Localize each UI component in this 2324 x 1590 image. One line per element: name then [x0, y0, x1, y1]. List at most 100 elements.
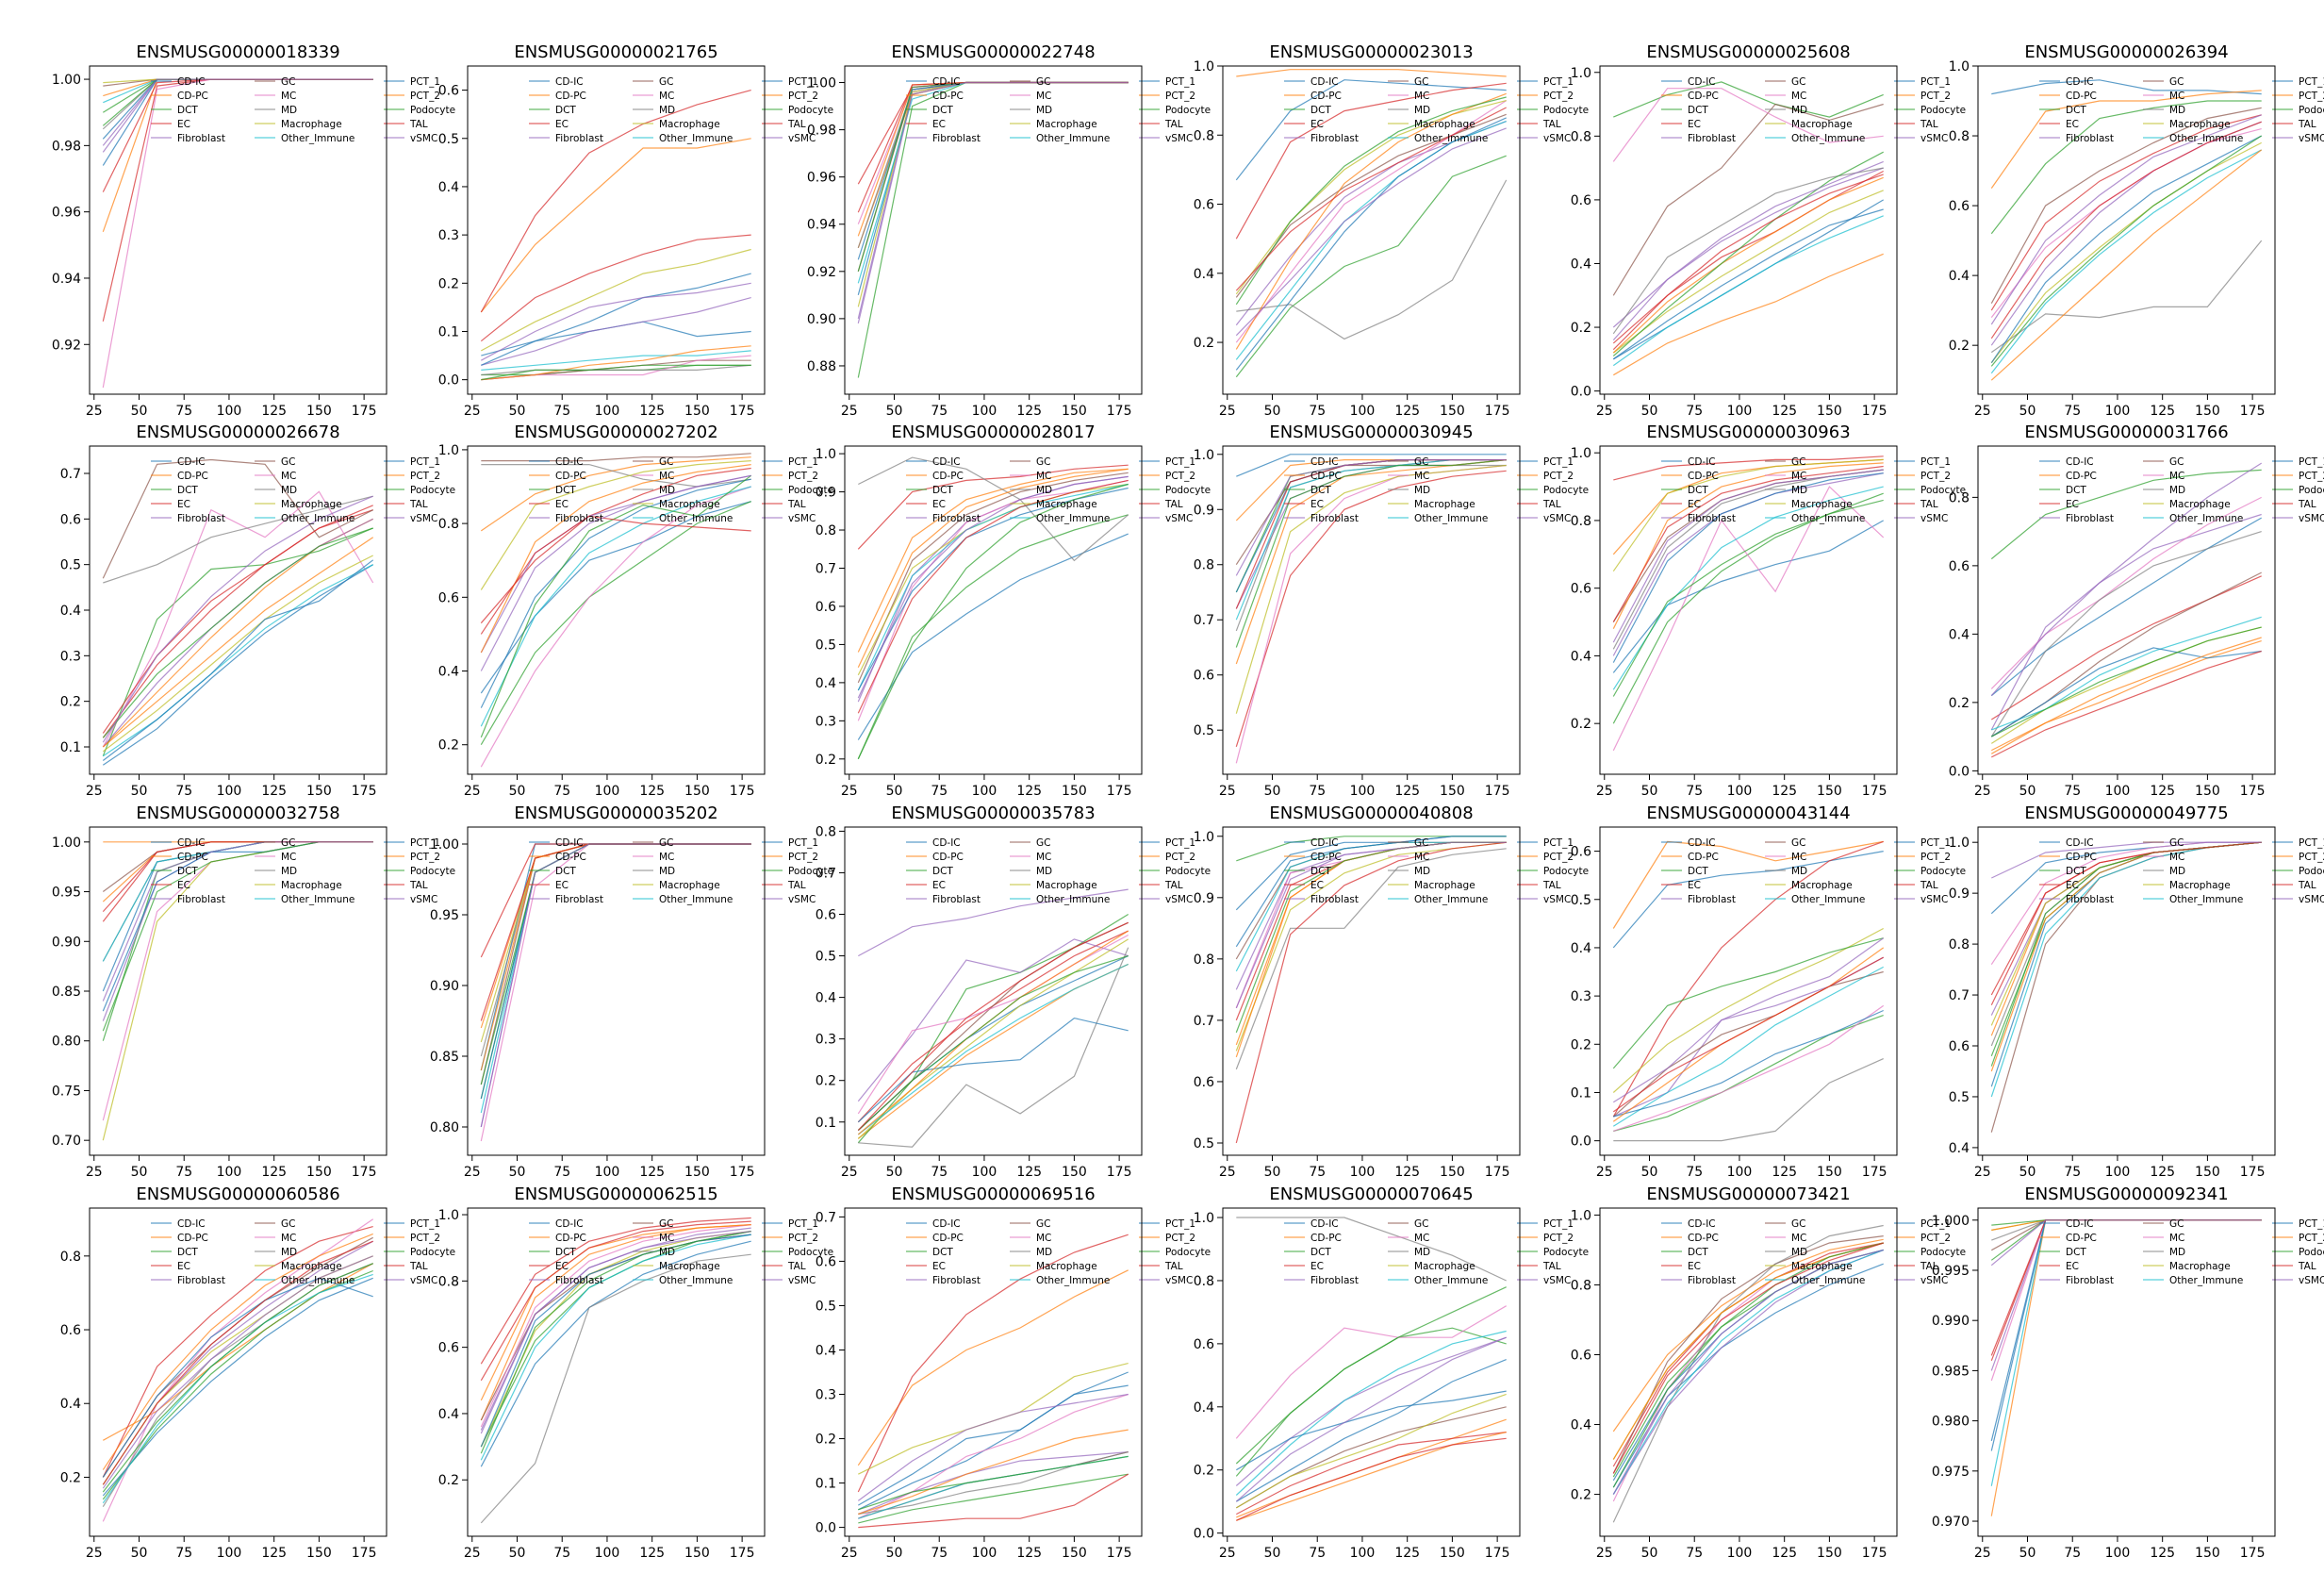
- x-tick-label: 175: [352, 1165, 377, 1180]
- series-line-macrophage: [480, 843, 751, 1043]
- subplot-title: ENSMUSG00000062515: [514, 1184, 717, 1204]
- x-tick-label: 125: [1772, 1546, 1797, 1561]
- axes-frame: [1599, 445, 1898, 775]
- x-tick-label: 25: [86, 1546, 103, 1561]
- series-line-pct_1: [857, 81, 1129, 260]
- series-line-tal: [1236, 1437, 1507, 1521]
- legend-label: CD-IC: [1310, 76, 1339, 88]
- series-line-tal: [858, 1473, 1129, 1529]
- series-line-vsmc: [1990, 114, 2262, 325]
- series-line-dct: [1612, 492, 1884, 724]
- subplot-title: ENSMUSG00000069516: [891, 1184, 1095, 1204]
- x-tick-label: 75: [931, 404, 948, 419]
- subplot: ENSMUSG00000069516 25 50 75 100 125 150 175 0.0 0…: [816, 1184, 1211, 1561]
- legend-label: PCT_2: [410, 1233, 440, 1244]
- axes-frame: [1977, 826, 2276, 1156]
- series-line-tal: [480, 515, 751, 635]
- x-tick-label: 100: [2105, 1165, 2131, 1180]
- legend-label: MD: [659, 105, 675, 116]
- legend-label: CD-PC: [177, 471, 208, 482]
- legend-label: TAL: [787, 499, 806, 510]
- x-tick-label: 150: [1062, 784, 1087, 799]
- x-tick-label: 50: [886, 404, 903, 419]
- legend-label: Podocyte: [2299, 1247, 2324, 1258]
- legend-label: EC: [2066, 499, 2079, 510]
- legend-label: PCT_2: [788, 91, 818, 102]
- series-line-tal: [1990, 841, 2262, 1006]
- legend-label: DCT: [1310, 1247, 1331, 1258]
- legend-label: Macrophage: [1791, 119, 1853, 130]
- y-tick-label: 1.0: [1949, 59, 1970, 75]
- legend-label: EC: [555, 1261, 569, 1272]
- series-line-gc: [1612, 1235, 1884, 1474]
- legend-label: PCT_2: [2299, 471, 2324, 482]
- series-line-md: [480, 1253, 751, 1524]
- series-line-mc: [858, 1393, 1129, 1519]
- x-tick-label: 125: [1394, 784, 1420, 799]
- legend-label: Fibroblast: [2066, 513, 2114, 524]
- legend: CD-IC CD-PC DCT EC Fibroblast GC MC MD Macrophag…: [1661, 456, 1966, 524]
- y-tick-label: 0.7: [816, 866, 836, 881]
- y-tick-label: 0.4: [1571, 1418, 1591, 1433]
- x-tick-label: 25: [1974, 1165, 1991, 1180]
- axes-frame: [467, 826, 766, 1156]
- legend-label: MC: [1791, 1233, 1806, 1244]
- y-tick-label: 1.0: [1194, 830, 1214, 845]
- x-tick-label: 50: [509, 784, 526, 799]
- series-line-mc: [857, 934, 1129, 1115]
- x-tick-label: 175: [730, 1165, 755, 1180]
- y-tick-label: 0.88: [807, 359, 836, 374]
- series-line-dct: [102, 1269, 373, 1500]
- y-tick-label: 0.6: [816, 1254, 836, 1269]
- legend-label: vSMC: [1165, 513, 1193, 524]
- legend-label: DCT: [932, 1247, 953, 1258]
- legend-label: PCT_1: [1920, 76, 1951, 88]
- x-tick-label: 100: [1350, 1165, 1376, 1180]
- series-line-cd-ic: [857, 81, 1129, 295]
- series-line-pct_1: [1612, 208, 1884, 360]
- axes-frame: [844, 65, 1143, 395]
- legend: CD-IC CD-PC DCT EC Fibroblast GC MC MD Macrophag…: [906, 837, 1211, 905]
- y-tick-label: 0.8: [1194, 1274, 1214, 1289]
- legend-label: CD-PC: [932, 1233, 964, 1244]
- x-tick-label: 175: [2240, 1165, 2266, 1180]
- series-line-pct_2: [858, 1429, 1129, 1515]
- y-tick-label: 0.6: [1949, 199, 1970, 214]
- axes-frame: [1222, 445, 1521, 775]
- series-line-md: [858, 947, 1129, 1148]
- y-tick-label: 1.0: [438, 443, 459, 458]
- y-tick-label: 0.5: [1194, 1136, 1214, 1151]
- legend-label: GC: [281, 76, 295, 88]
- legend-label: vSMC: [1543, 1275, 1571, 1286]
- legend-label: Podocyte: [1543, 1247, 1589, 1258]
- axes-frame: [1599, 1207, 1898, 1537]
- legend-label: TAL: [409, 119, 428, 130]
- subplot: ENSMUSG00000060586 25 50 75 100 125 150 175 0.2 0…: [60, 1184, 455, 1561]
- x-tick-label: 125: [1394, 1546, 1420, 1561]
- x-tick-label: 125: [2150, 404, 2175, 419]
- legend-label: PCT_2: [1920, 471, 1951, 482]
- legend-label: GC: [659, 1218, 673, 1230]
- legend-label: EC: [932, 880, 946, 891]
- legend-label: CD-IC: [177, 837, 206, 849]
- legend-label: CD-PC: [555, 852, 586, 863]
- legend: CD-IC CD-PC DCT EC Fibroblast GC MC MD Macrophag…: [2039, 456, 2324, 524]
- legend-label: EC: [555, 499, 569, 510]
- legend-label: DCT: [1310, 105, 1331, 116]
- series-line-tal: [1235, 841, 1507, 1144]
- x-tick-label: 150: [2195, 1165, 2220, 1180]
- legend-label: GC: [1036, 837, 1050, 849]
- legend-label: CD-IC: [1688, 1218, 1716, 1230]
- legend-label: PCT_2: [1165, 471, 1195, 482]
- y-tick-label: 0.98: [807, 124, 836, 139]
- y-tick-label: 1.00: [52, 73, 81, 88]
- series-line-other_immune: [481, 350, 751, 371]
- x-tick-label: 100: [595, 404, 620, 419]
- legend-label: CD-PC: [2066, 1233, 2097, 1244]
- series-line-vsmc: [102, 1255, 373, 1489]
- series-line-mc: [1990, 1219, 2262, 1382]
- y-tick-label: 0.5: [816, 638, 836, 653]
- series-line-other_immune: [1990, 149, 2262, 374]
- legend-label: CD-PC: [1688, 1233, 1719, 1244]
- x-tick-label: 25: [86, 784, 103, 799]
